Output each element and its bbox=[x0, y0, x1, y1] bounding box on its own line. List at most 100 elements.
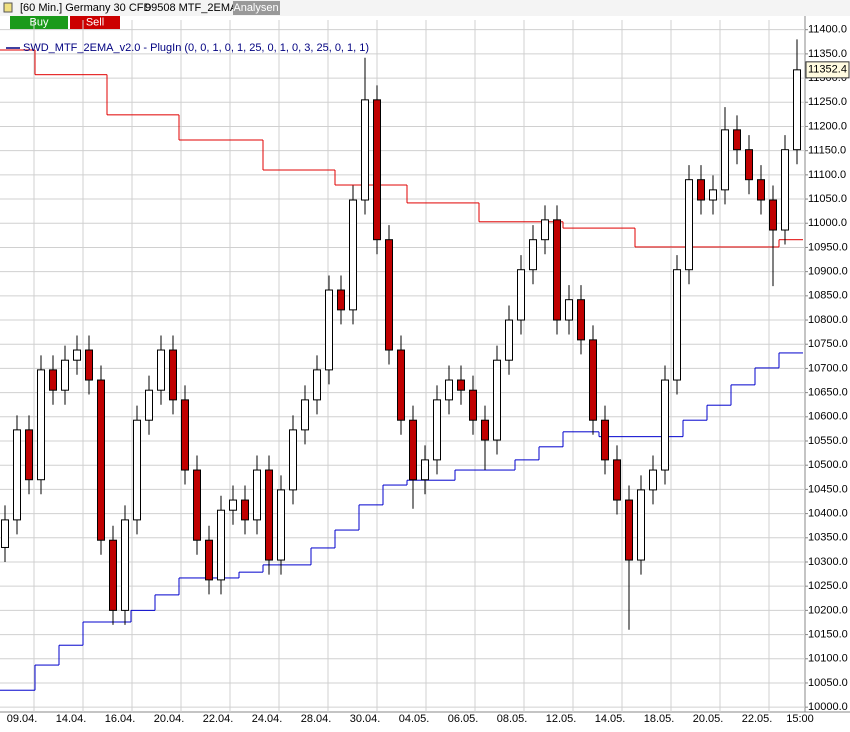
candle-body bbox=[637, 489, 645, 561]
candle-body bbox=[457, 379, 465, 391]
y-tick-label: 10350.0 bbox=[808, 532, 848, 544]
x-tick-label: 06.05. bbox=[448, 713, 479, 725]
candle-body bbox=[661, 379, 669, 471]
x-tick-label: 24.04. bbox=[252, 713, 283, 725]
buy-button-label[interactable]: Buy bbox=[30, 16, 49, 28]
indicator-label: SWD_MTF_2EMA_v2.0 - PlugIn (0, 0, 1, 0, … bbox=[23, 42, 369, 54]
candle-body bbox=[385, 239, 393, 351]
candle-body bbox=[181, 399, 189, 471]
candle-body bbox=[493, 359, 501, 441]
y-tick-label: 10000.0 bbox=[808, 701, 848, 713]
buy-button[interactable] bbox=[10, 16, 68, 29]
y-tick-label: 10600.0 bbox=[808, 411, 848, 423]
sell-button-label[interactable]: Sell bbox=[86, 16, 104, 28]
y-tick-label: 10850.0 bbox=[808, 290, 848, 302]
x-tick-label: 14.05. bbox=[595, 713, 626, 725]
candle-body bbox=[169, 349, 177, 401]
analysis-button[interactable] bbox=[233, 1, 280, 15]
candle-body bbox=[613, 459, 621, 501]
candle-body bbox=[301, 399, 309, 431]
y-tick-label: 10550.0 bbox=[808, 435, 848, 447]
candle-body bbox=[349, 199, 357, 311]
y-tick-label: 11050.0 bbox=[808, 193, 847, 205]
x-tick-label: 20.05. bbox=[693, 713, 724, 725]
x-tick-label: 14.04. bbox=[56, 713, 87, 725]
candle-body bbox=[433, 399, 441, 461]
y-tick-label: 10450.0 bbox=[808, 483, 848, 495]
x-tick-label: 15:00 bbox=[786, 713, 814, 725]
window-icon bbox=[3, 2, 13, 13]
candle-body bbox=[481, 419, 489, 441]
x-tick-label: 22.05. bbox=[742, 713, 773, 725]
x-tick-label: 28.04. bbox=[301, 713, 332, 725]
candle-body bbox=[121, 519, 129, 611]
candle-body bbox=[193, 469, 201, 541]
y-tick-label: 11200.0 bbox=[808, 120, 847, 132]
y-tick-label: 10900.0 bbox=[808, 266, 848, 278]
candle-body bbox=[409, 419, 417, 481]
candle-body bbox=[13, 429, 21, 521]
candle-body bbox=[73, 349, 81, 361]
candle-body bbox=[49, 369, 57, 391]
candle-body bbox=[733, 129, 741, 151]
candle-body bbox=[109, 539, 117, 611]
y-tick-label: 10150.0 bbox=[808, 628, 848, 640]
candle-body bbox=[205, 539, 213, 581]
candle-body bbox=[217, 509, 225, 581]
y-tick-label: 11000.0 bbox=[808, 217, 847, 229]
candle-body bbox=[517, 269, 525, 321]
candle-body bbox=[145, 389, 153, 421]
y-tick-label: 10100.0 bbox=[808, 653, 848, 665]
candle-body bbox=[37, 369, 45, 481]
y-tick-label: 11350.0 bbox=[808, 48, 847, 60]
x-tick-label: 30.04. bbox=[350, 713, 381, 725]
x-tick-label: 08.05. bbox=[497, 713, 528, 725]
x-tick-label: 20.04. bbox=[154, 713, 185, 725]
header-account: 99508 MTF_2EMA bbox=[145, 2, 238, 14]
candle-body bbox=[649, 469, 657, 491]
candle-body bbox=[25, 429, 33, 481]
candle-body bbox=[85, 349, 93, 381]
y-tick-label: 10650.0 bbox=[808, 387, 848, 399]
candle-body bbox=[229, 499, 237, 511]
header-bar bbox=[0, 0, 850, 16]
candle-body bbox=[757, 179, 765, 201]
candle-body bbox=[325, 289, 333, 371]
candle-body bbox=[313, 369, 321, 401]
candle-body bbox=[361, 99, 369, 201]
candle-body bbox=[553, 219, 561, 321]
candle-body bbox=[673, 269, 681, 381]
candle-body bbox=[1, 519, 9, 548]
candle-body bbox=[133, 419, 141, 521]
candle-body bbox=[697, 179, 705, 201]
x-tick-label: 12.05. bbox=[546, 713, 577, 725]
candle-body bbox=[745, 149, 753, 181]
analysis-button-label[interactable]: Analysen bbox=[233, 2, 278, 14]
candle-body bbox=[373, 99, 381, 241]
x-tick-label: 22.04. bbox=[203, 713, 234, 725]
y-tick-label: 10950.0 bbox=[808, 241, 848, 253]
candle-body bbox=[793, 69, 801, 151]
candle-body bbox=[289, 429, 297, 491]
last-price-box bbox=[805, 61, 850, 79]
x-tick-label: 09.04. bbox=[7, 713, 38, 725]
y-tick-label: 10750.0 bbox=[808, 338, 848, 350]
candle-body bbox=[265, 469, 273, 561]
y-tick-label: 10800.0 bbox=[808, 314, 848, 326]
candle-body bbox=[277, 489, 285, 561]
candle-body bbox=[781, 149, 789, 231]
y-tick-label: 10400.0 bbox=[808, 508, 848, 520]
y-tick-label: 10250.0 bbox=[808, 580, 848, 592]
x-tick-label: 16.04. bbox=[105, 713, 136, 725]
candle-body bbox=[157, 349, 165, 391]
y-tick-label: 10300.0 bbox=[808, 556, 848, 568]
candle-body bbox=[541, 219, 549, 241]
candle-body bbox=[589, 339, 597, 421]
y-tick-label: 11100.0 bbox=[808, 169, 846, 181]
candle-body bbox=[769, 199, 777, 231]
candle-body bbox=[445, 379, 453, 401]
y-tick-label: 10500.0 bbox=[808, 459, 848, 471]
